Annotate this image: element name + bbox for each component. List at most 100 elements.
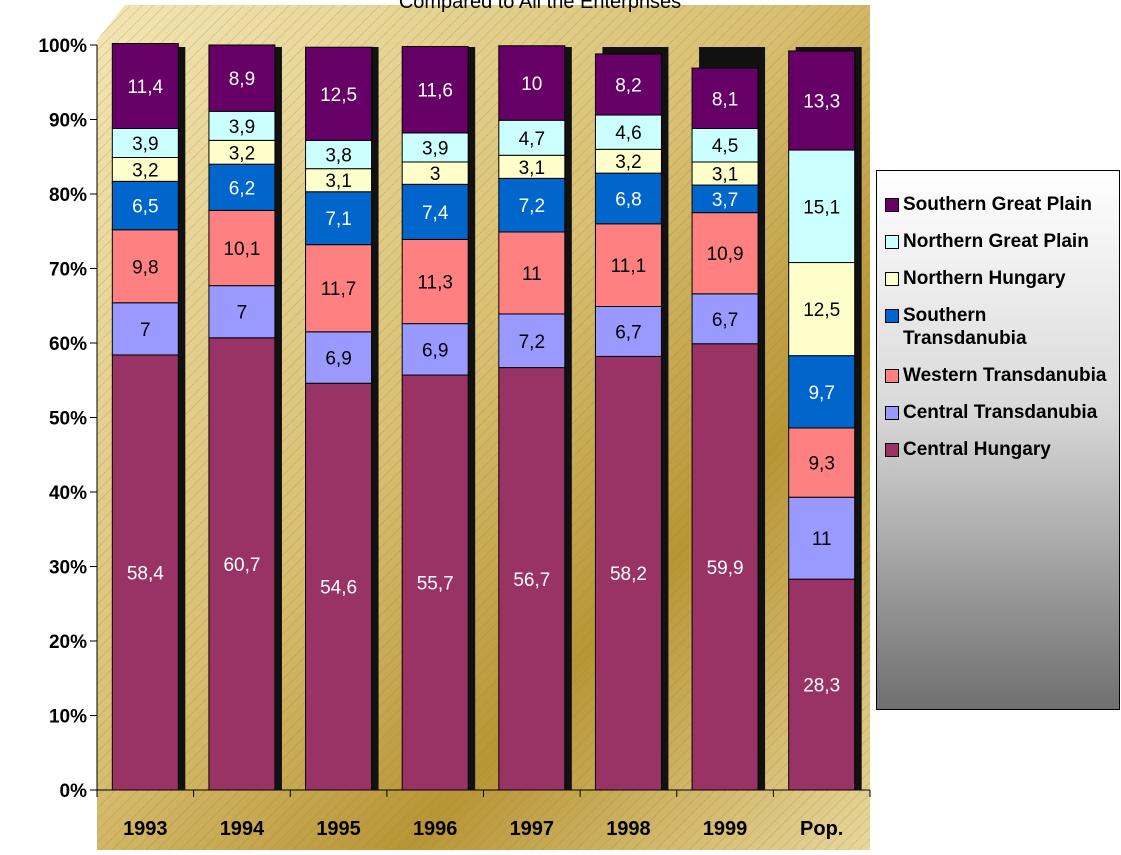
legend-swatch — [885, 272, 899, 286]
data-label: 60,7 — [223, 555, 260, 576]
data-label: 6,5 — [132, 197, 158, 218]
x-tick-label: 1994 — [220, 818, 265, 840]
bar-segment — [208, 44, 276, 112]
bar-segment — [691, 293, 759, 345]
bar-segment — [594, 53, 662, 116]
data-label: 3,2 — [229, 143, 255, 164]
x-tick-label: 1996 — [413, 818, 458, 840]
data-label: 11,4 — [128, 77, 164, 98]
data-label: 6,9 — [422, 340, 448, 361]
x-tick-label: 1995 — [316, 818, 361, 840]
data-label: 6,7 — [712, 310, 738, 331]
y-tick-label: 40% — [49, 483, 87, 504]
bar-segment — [594, 114, 662, 150]
legend-item: Northern Great Plain — [885, 230, 1113, 253]
data-label: 4,6 — [615, 123, 641, 144]
bar-segment — [305, 46, 373, 141]
x-tick-label: 1999 — [703, 818, 748, 840]
bar-segment — [498, 313, 566, 369]
bar-segment — [594, 305, 662, 357]
bar-segment — [691, 343, 759, 791]
y-tick-label: 60% — [49, 334, 87, 355]
bar-segment — [208, 110, 276, 141]
y-tick-label: 10% — [49, 707, 87, 728]
data-label: 13,3 — [803, 92, 840, 113]
data-label: 3,9 — [132, 134, 158, 155]
bar-segment — [401, 238, 469, 325]
data-label: 7,2 — [519, 332, 545, 353]
bar-segment — [111, 302, 179, 356]
legend-swatch — [885, 235, 899, 249]
bar-segment — [401, 323, 469, 376]
y-tick-label: 30% — [49, 558, 87, 579]
chart-title: Compared to All the Enterprises — [399, 0, 681, 13]
bar-segment — [498, 367, 566, 791]
bar-segment — [305, 382, 373, 791]
data-label: 9,3 — [808, 454, 834, 475]
data-label: 11 — [522, 264, 542, 285]
y-tick-label: 20% — [49, 632, 87, 653]
bar-segment — [594, 223, 662, 307]
bar-segment — [788, 149, 856, 264]
data-label: 3,2 — [132, 160, 158, 181]
data-label: 6,8 — [615, 189, 641, 210]
data-label: 9,8 — [132, 257, 158, 278]
data-label: 8,9 — [229, 69, 255, 90]
data-label: 59,9 — [707, 558, 744, 579]
data-label: 54,6 — [320, 578, 357, 599]
data-label: 7,1 — [325, 209, 351, 230]
data-label: 58,2 — [610, 564, 647, 585]
x-tick-label: 1993 — [123, 818, 168, 840]
data-label: 3,1 — [712, 165, 738, 186]
bar-segment — [208, 163, 276, 211]
legend-swatch — [885, 369, 899, 383]
x-tick-label: 1998 — [606, 818, 651, 840]
bar-segment — [788, 262, 856, 357]
data-label: 7,2 — [519, 196, 545, 217]
bar-segment — [691, 212, 759, 295]
legend-item: Southern Transdanubia — [885, 304, 1113, 350]
bar-segment — [691, 67, 759, 129]
data-label: 12,5 — [320, 85, 357, 106]
bar-segment — [305, 244, 373, 333]
data-label: 56,7 — [513, 570, 550, 591]
data-label: 55,7 — [417, 574, 454, 595]
data-label: 28,3 — [803, 676, 840, 697]
bar-segment — [208, 285, 276, 339]
data-label: 11,1 — [611, 256, 647, 277]
bar-segment — [691, 127, 759, 163]
bar-segment — [208, 337, 276, 791]
data-label: 3,1 — [325, 171, 351, 192]
legend-item: Central Transdanubia — [885, 401, 1113, 424]
bar-segment — [305, 139, 373, 170]
data-label: 15,1 — [803, 197, 840, 218]
data-label: 3,9 — [229, 117, 255, 138]
legend-item: Northern Hungary — [885, 267, 1113, 290]
data-label: 10 — [521, 74, 542, 95]
bar-segment — [498, 45, 566, 121]
bar-segment — [111, 229, 179, 304]
data-label: 3 — [430, 164, 441, 185]
data-label: 11,3 — [417, 273, 453, 294]
data-label: 3,7 — [712, 190, 738, 211]
bar-segment — [594, 172, 662, 225]
data-label: 7,4 — [422, 203, 449, 224]
data-label: 3,1 — [519, 158, 545, 179]
bar-segment — [401, 374, 469, 791]
bar-segment — [111, 127, 179, 158]
legend-swatch — [885, 443, 899, 457]
bar-segment — [498, 231, 566, 315]
bar-segment — [401, 45, 469, 134]
bar-segment — [111, 43, 179, 129]
legend-swatch — [885, 309, 899, 323]
legend-item: Southern Great Plain — [885, 193, 1113, 216]
y-tick-label: 80% — [49, 185, 87, 206]
data-label: 11,7 — [321, 279, 357, 300]
data-label: 11,6 — [417, 81, 453, 102]
bar-segment — [111, 180, 179, 231]
data-label: 7 — [237, 303, 248, 324]
legend-label: Central Hungary — [903, 439, 1051, 460]
data-label: 9,7 — [808, 383, 834, 404]
